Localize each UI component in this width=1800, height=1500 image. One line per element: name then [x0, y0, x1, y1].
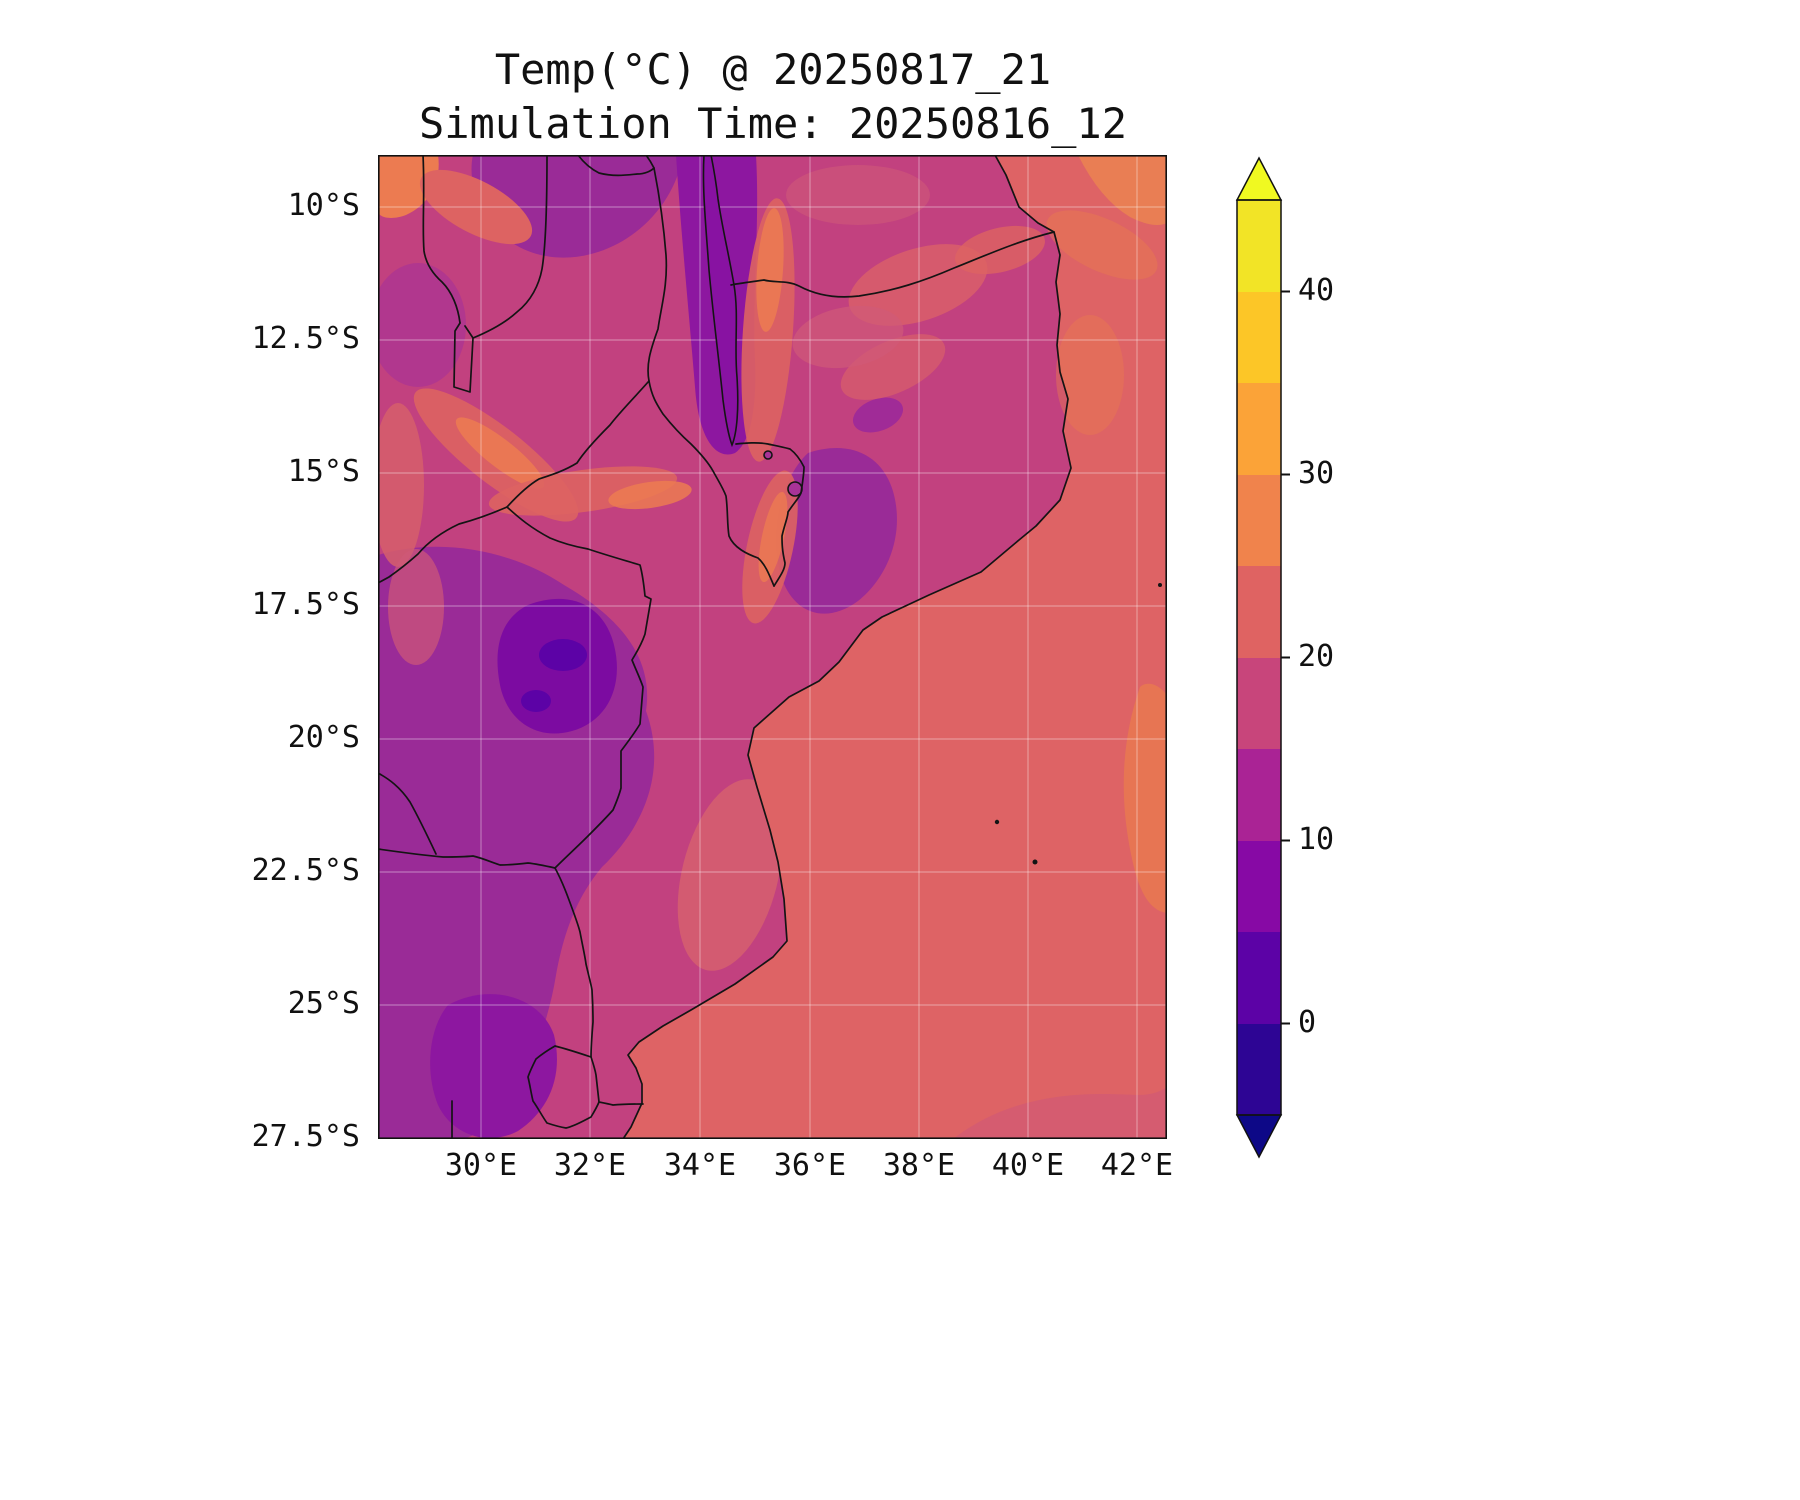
temperature-map: [378, 155, 1167, 1139]
colorbar-tick-label: 40: [1298, 273, 1335, 308]
colorbar-tick-label: 20: [1298, 639, 1335, 674]
border-limpopo: [378, 848, 556, 869]
gridlines: [378, 155, 1167, 1139]
colorbar-band: [1237, 474, 1281, 566]
y-tick-label: 12.5°S: [251, 321, 360, 356]
colorbar-tick-label: 30: [1298, 456, 1335, 491]
y-tick-label: 20°S: [287, 720, 360, 755]
border-eswatini: [527, 1045, 600, 1129]
border-botswana-zimbabwe: [378, 772, 437, 855]
lake-malawi: [702, 155, 739, 448]
colorbar-over-arrow: [1235, 156, 1283, 201]
colorbar-band: [1237, 200, 1281, 292]
colorbar-tick-label: 10: [1298, 822, 1335, 857]
lakes: [702, 155, 803, 497]
colorbar-under-arrow: [1235, 1114, 1283, 1159]
border-drc-zambia: [422, 155, 461, 324]
border-drc-zambia-ne: [472, 155, 548, 339]
figure-subtitle: Simulation Time: 20250816_12: [418, 99, 1127, 148]
colorbar-band: [1237, 383, 1281, 475]
map-plot: [378, 155, 1167, 1139]
border-zimbabwe-mozambique: [506, 506, 652, 869]
colorbar-tick-label: 0: [1298, 1005, 1317, 1040]
x-tick-label: 36°E: [773, 1148, 847, 1183]
x-tick-label: 40°E: [991, 1148, 1065, 1183]
islands: [994, 583, 1162, 865]
colorbar-band: [1237, 840, 1281, 932]
x-tick-label: 32°E: [553, 1148, 627, 1183]
coastline: [622, 155, 1072, 1139]
colorbar-band: [1237, 1023, 1281, 1115]
y-tick-label: 27.5°S: [251, 1119, 360, 1154]
y-tick-label: 22.5°S: [251, 853, 360, 888]
x-tick-label: 34°E: [663, 1148, 737, 1183]
border-malawi-west: [645, 155, 775, 587]
colorbar-band: [1237, 291, 1281, 383]
border-tanzania-mozambique: [730, 231, 1055, 298]
border-congo-pedicle: [453, 322, 474, 393]
colorbar-band: [1237, 657, 1281, 749]
colorbar-frame: [1235, 156, 1290, 1159]
ocean-temperature-field: [953, 155, 1167, 1139]
border-mozambique-southafrica: [554, 867, 644, 1106]
lake-malombe: [763, 450, 773, 460]
x-tick-label: 30°E: [444, 1148, 518, 1183]
border-tanzania-zambia: [577, 155, 655, 177]
ocean: [623, 155, 1167, 1139]
plot-border: [378, 155, 1167, 1139]
y-tick-label: 15°S: [287, 454, 360, 489]
x-tick-label: 42°E: [1100, 1148, 1174, 1183]
y-tick-label: 17.5°S: [251, 587, 360, 622]
colorbar-band: [1237, 749, 1281, 841]
colorbar-ticks: [1281, 290, 1290, 1025]
y-tick-label: 25°S: [287, 986, 360, 1021]
y-tick-label: 10°S: [287, 188, 360, 223]
colorbar: [1237, 200, 1281, 1115]
colorbar-band: [1237, 932, 1281, 1024]
border-malawi-east: [735, 442, 805, 587]
figure-title: Temp(°C) @ 20250817_21: [494, 45, 1052, 94]
country-borders: [378, 155, 1072, 1139]
x-tick-label: 38°E: [882, 1148, 956, 1183]
border-mozambique-zambia: [378, 380, 650, 584]
colorbar-band: [1237, 566, 1281, 658]
land-temperature-field: [378, 155, 1045, 1139]
